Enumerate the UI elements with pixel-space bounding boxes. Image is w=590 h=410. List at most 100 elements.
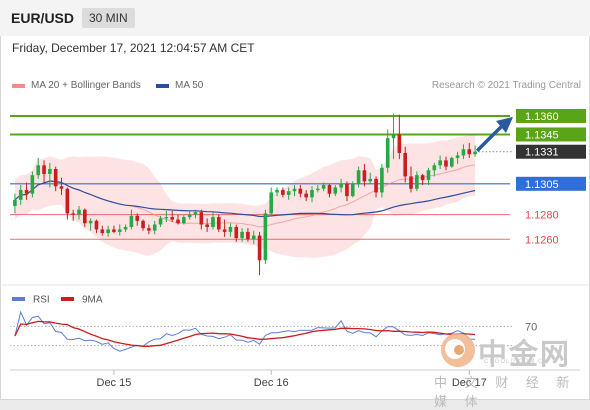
price-badge-bg [516,176,586,191]
price-badge-label: 1.1260 [525,234,559,246]
candle-body [281,189,285,195]
watermark-site: CNGOLD.COM.CN [484,359,549,365]
candle-body [397,134,402,153]
candle-body [356,170,361,184]
rsi-legend: RSI 9MA [12,295,103,306]
ma9-legend-swatch [61,297,74,301]
candle-body [368,178,373,182]
candle-body [473,151,477,155]
candle-body [251,235,256,240]
candle-body [438,160,442,166]
candle-body [432,165,437,171]
candle-body [298,188,303,194]
legend-ma50: MA 50 [156,80,203,91]
watermark-brand: 中金网 [478,339,572,371]
ma50-line [14,180,476,218]
moving-averages [14,164,476,228]
candle-body [199,212,204,225]
candle-body [42,165,46,174]
candle-body [304,193,308,198]
candle-body [246,231,250,240]
candle-body [176,219,180,224]
candle-body [380,167,384,193]
candle-body [48,169,52,174]
price-badge-label: 1.1345 [525,129,559,141]
price-badge-bg [516,144,586,159]
candle-body [129,215,134,227]
candle-body [123,226,128,230]
research-credit: Research © 2021 Trading Central [431,80,581,91]
candle-body [292,188,297,192]
candle-body [257,235,262,261]
candle-body [187,214,192,218]
rsi-legend-swatch [12,297,25,301]
candle-body [100,229,105,234]
candle-body [18,189,23,200]
candle-body [374,178,378,193]
candle-body [216,217,221,230]
watermark-tagline: 中 文 财 经 新 媒 体 [434,375,577,409]
x-tick-label: Dec 15 [97,377,132,389]
timeframe-badge[interactable]: 30 MIN [82,8,135,28]
candle-body [385,138,390,168]
candle-body [467,149,472,155]
candle-body [350,183,355,197]
symbol-label: EUR/USD [11,10,75,26]
candle-body [449,157,454,167]
candle-body [403,152,407,177]
candle-body [193,212,198,215]
bollinger-band-area [14,134,476,258]
watermark-logo-icon [441,333,475,367]
candle-body [240,231,244,239]
legend-ma50-swatch [156,83,169,88]
candle-body [327,185,332,194]
price-badge-label: 1.1305 [525,179,559,191]
candle-body [345,183,349,197]
candle-body [83,209,87,224]
price-badge-bg [516,127,586,142]
candle-body [286,191,291,195]
price-badge-label: 1.1280 [525,210,559,222]
rsi-line [14,310,476,352]
candle-body [263,213,268,261]
candle-body [339,183,343,188]
candle-body [71,213,75,215]
x-tick-label: Dec 16 [254,377,289,389]
candle-body [321,185,326,189]
candle-body [53,169,58,187]
rsi-panel: 70 [10,310,537,352]
legend-bollinger-label: MA 20 + Bollinger Bands [31,80,141,91]
rsi-level-label: 70 [525,321,537,333]
candle-body [112,229,116,232]
candle-body [455,155,460,158]
x-axis: Dec 15 Dec 16 Dec 17 [97,370,487,389]
legend-bollinger-swatch [12,83,25,88]
candle-body [88,220,93,224]
forecast-arrow-icon [475,116,513,152]
candle-body [13,199,17,206]
price-badges: 1.1360 1.1345 1.1331 1.1305 1.1280 1.1260 [516,108,586,246]
price-badge-label: 1.1360 [525,111,559,123]
candle-body [391,134,396,139]
candle-body [135,215,140,221]
candlesticks [13,113,477,276]
rsi-legend-label: RSI [33,295,50,306]
candle-body [158,218,163,225]
x-tick-label: Dec 17 [452,377,487,389]
forecast-arrow-head [496,116,513,133]
candle-body [362,170,367,182]
candle-body [141,220,145,229]
candle-body [310,189,314,198]
candle-body [444,160,448,167]
candle-body [152,224,157,231]
candle-body [205,224,209,227]
timestamp: Friday, December 17, 2021 12:04:57 AM CE… [12,41,255,55]
candle-body [420,175,425,181]
candle-body [269,192,274,214]
candle-body [409,176,413,189]
candle-body [222,229,227,232]
candle-body [211,217,215,227]
candle-body [415,175,419,189]
forecast-arrow-shaft [475,124,504,152]
